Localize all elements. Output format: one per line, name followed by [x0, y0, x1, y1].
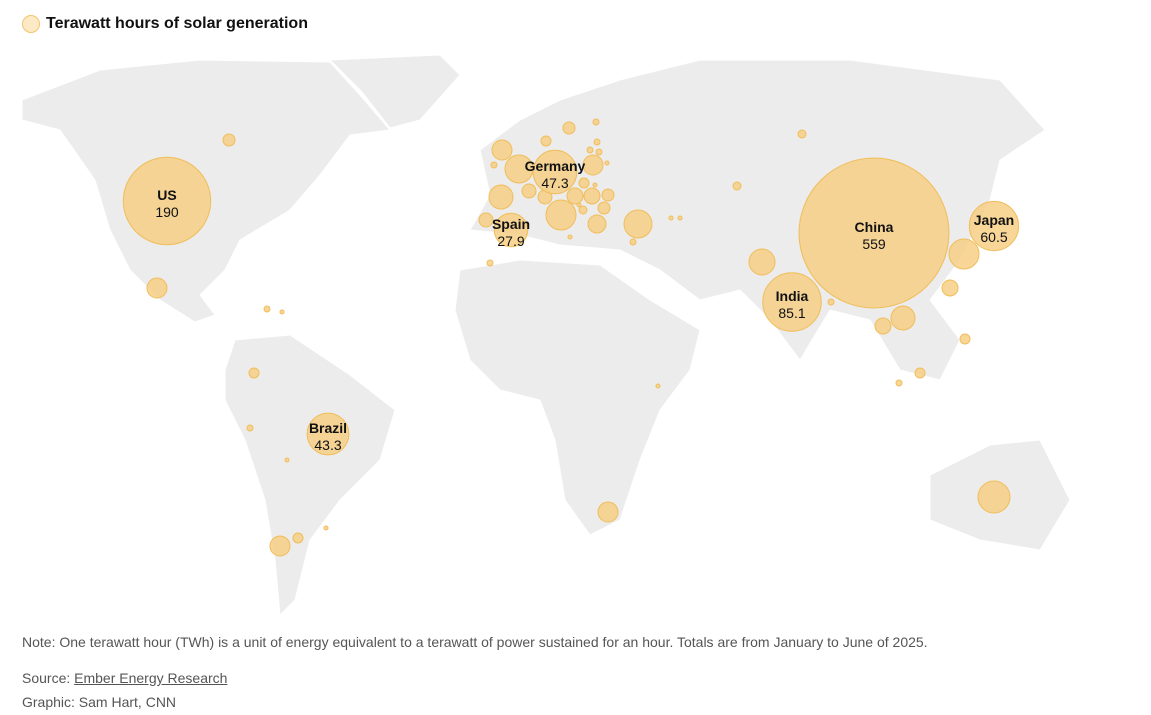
bubble — [586, 146, 594, 154]
bubble — [595, 148, 603, 156]
source: Source: Ember Energy Research — [22, 670, 227, 686]
legend-bubble-icon — [22, 15, 40, 33]
bubble — [914, 367, 926, 379]
bubble — [545, 199, 577, 231]
land-south-america — [224, 334, 396, 616]
bubble-label-value: 85.1 — [778, 305, 805, 321]
bubble-us — [122, 156, 212, 246]
legend: Terawatt hours of solar generation — [22, 15, 308, 33]
bubble — [576, 202, 582, 208]
bubble — [587, 214, 607, 234]
bubble — [578, 205, 588, 215]
bubble-label-name: China — [855, 219, 894, 235]
bubble-japan — [968, 200, 1020, 252]
bubble — [748, 248, 776, 276]
bubble-label-name: Japan — [974, 212, 1014, 228]
bubble-spain — [493, 212, 529, 248]
bubble — [597, 201, 611, 215]
bubble-label-name: Germany — [525, 158, 586, 174]
bubble — [797, 129, 807, 139]
bubble — [874, 317, 892, 335]
bubble — [284, 457, 290, 463]
bubble-china — [798, 157, 950, 309]
bubble-germany — [532, 149, 578, 195]
bubble — [941, 279, 959, 297]
bubble — [948, 238, 980, 270]
bubble — [601, 188, 615, 202]
bubble-label-value: 190 — [155, 204, 179, 220]
bubble-label-value: 43.3 — [314, 437, 341, 453]
land-africa — [454, 259, 701, 536]
legend-label: Terawatt hours of solar generation — [46, 15, 308, 32]
bubble — [827, 298, 835, 306]
bubble — [323, 525, 329, 531]
bubble — [562, 121, 576, 135]
bubble — [490, 161, 498, 169]
bubble — [668, 215, 674, 221]
bubble-label-name: India — [776, 288, 809, 304]
bubble-label-value: 47.3 — [541, 175, 568, 191]
bubble — [486, 259, 494, 267]
bubble — [521, 183, 537, 199]
bubble — [890, 305, 916, 331]
bubble — [604, 160, 610, 166]
note: Note: One terawatt hour (TWh) is a unit … — [22, 634, 928, 650]
bubble — [583, 187, 601, 205]
bubble — [146, 277, 168, 299]
bubble — [279, 309, 285, 315]
bubble — [977, 480, 1011, 514]
bubble — [566, 187, 584, 205]
bubble — [248, 367, 260, 379]
bubble — [592, 182, 598, 188]
bubble-brazil — [306, 412, 350, 456]
bubble — [593, 138, 601, 146]
source-prefix: Source: — [22, 670, 75, 686]
bubble — [491, 139, 513, 161]
bubble — [540, 135, 552, 147]
bubble — [959, 333, 971, 345]
bubble — [732, 181, 742, 191]
bubble — [246, 424, 254, 432]
source-link[interactable]: Ember Energy Research — [74, 670, 228, 686]
bubble — [578, 177, 590, 189]
land-masses — [21, 54, 1071, 616]
bubble — [895, 379, 903, 387]
bubbles — [122, 118, 1020, 557]
bubble-label-name: Spain — [492, 216, 530, 232]
bubble — [592, 118, 600, 126]
bubble — [629, 238, 637, 246]
bubble-india — [762, 272, 822, 332]
bubble — [623, 209, 653, 239]
bubble — [478, 212, 494, 228]
bubble-label-name: US — [157, 187, 176, 203]
land-greenland — [329, 54, 461, 129]
graphic-credit: Graphic: Sam Hart, CNN — [22, 694, 177, 710]
bubble-label-value: 60.5 — [980, 229, 1007, 245]
bubble — [263, 305, 271, 313]
bubble — [292, 532, 304, 544]
bubble-label-value: 559 — [862, 236, 886, 252]
bubble — [567, 234, 573, 240]
bubble-label-name: Brazil — [309, 420, 347, 436]
bubble — [488, 184, 514, 210]
bubble — [597, 501, 619, 523]
bubble — [582, 154, 604, 176]
bubble-label-value: 27.9 — [497, 233, 524, 249]
bubble — [677, 215, 683, 221]
bubble — [222, 133, 236, 147]
bubble — [655, 383, 661, 389]
bubble — [269, 535, 291, 557]
